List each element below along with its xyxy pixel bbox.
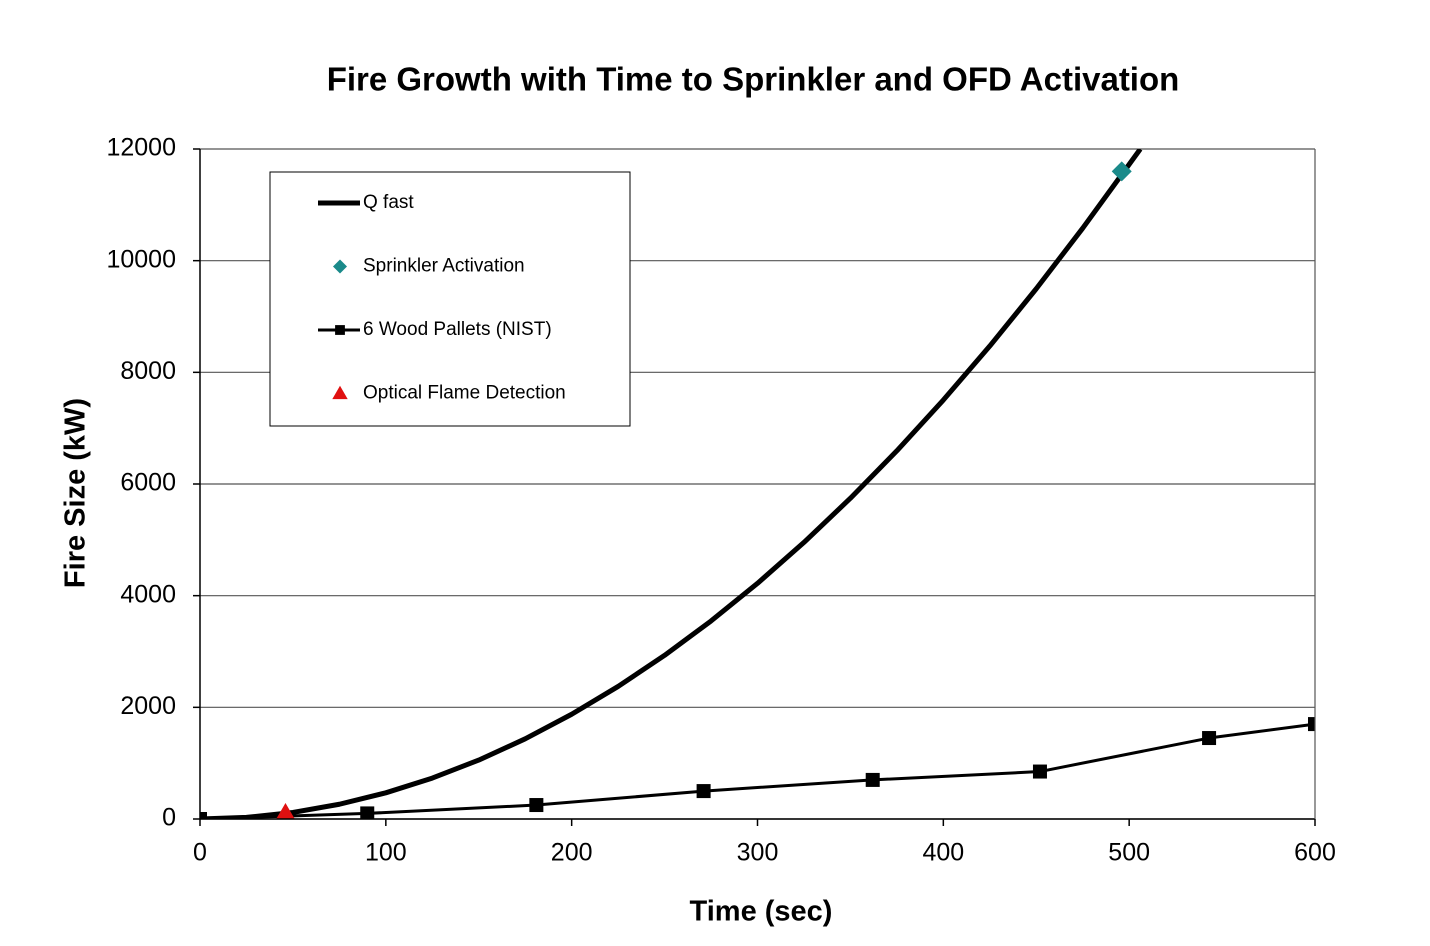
legend-label: Sprinkler Activation xyxy=(363,256,525,277)
x-tick-label: 600 xyxy=(1294,839,1336,867)
legend: Q fast Sprinkler Activation 6 Wood Pallets… xyxy=(269,171,631,427)
marker xyxy=(865,772,880,787)
marker xyxy=(276,802,295,819)
x-tick-label: 100 xyxy=(365,839,407,867)
y-tick-label: 2000 xyxy=(120,692,176,720)
marker xyxy=(335,325,345,335)
marker xyxy=(332,385,348,400)
axes: 0 2000 4000 6000 8000 10000 12000 0 100 200 300 400… xyxy=(106,134,1335,867)
x-axis-label: Time (sec) xyxy=(690,896,833,928)
marker xyxy=(360,806,375,819)
marker xyxy=(200,812,207,819)
chart-title: Fire Growth with Time to Sprinkler and O… xyxy=(327,61,1180,98)
marker xyxy=(1111,161,1132,182)
series-line xyxy=(200,149,1143,819)
marker xyxy=(333,259,347,274)
legend-label: Optical Flame Detection xyxy=(363,383,566,404)
x-tick-label: 500 xyxy=(1108,839,1150,867)
legend-label: 6 Wood Pallets (NIST) xyxy=(363,319,552,340)
legend-label: Q fast xyxy=(363,192,414,213)
marker xyxy=(1032,764,1047,779)
legend-box xyxy=(269,171,631,427)
x-tick-label: 0 xyxy=(193,839,207,867)
x-tick-label: 300 xyxy=(737,839,779,867)
y-axis-label: Fire Size (kW) xyxy=(60,398,92,588)
marker xyxy=(1308,717,1315,732)
plot-area xyxy=(200,149,1315,819)
series-line xyxy=(200,722,1315,819)
marker xyxy=(696,784,711,799)
marker xyxy=(1202,731,1217,746)
y-tick-label: 12000 xyxy=(106,134,176,162)
marker xyxy=(529,798,544,813)
y-tick-label: 4000 xyxy=(120,580,176,608)
y-tick-label: 6000 xyxy=(120,469,176,497)
y-tick-label: 10000 xyxy=(106,245,176,273)
y-tick-label: 0 xyxy=(162,804,176,832)
legend-bg xyxy=(270,172,630,426)
x-tick-label: 200 xyxy=(551,839,593,867)
x-tick-label: 400 xyxy=(922,839,964,867)
y-tick-label: 8000 xyxy=(120,357,176,385)
